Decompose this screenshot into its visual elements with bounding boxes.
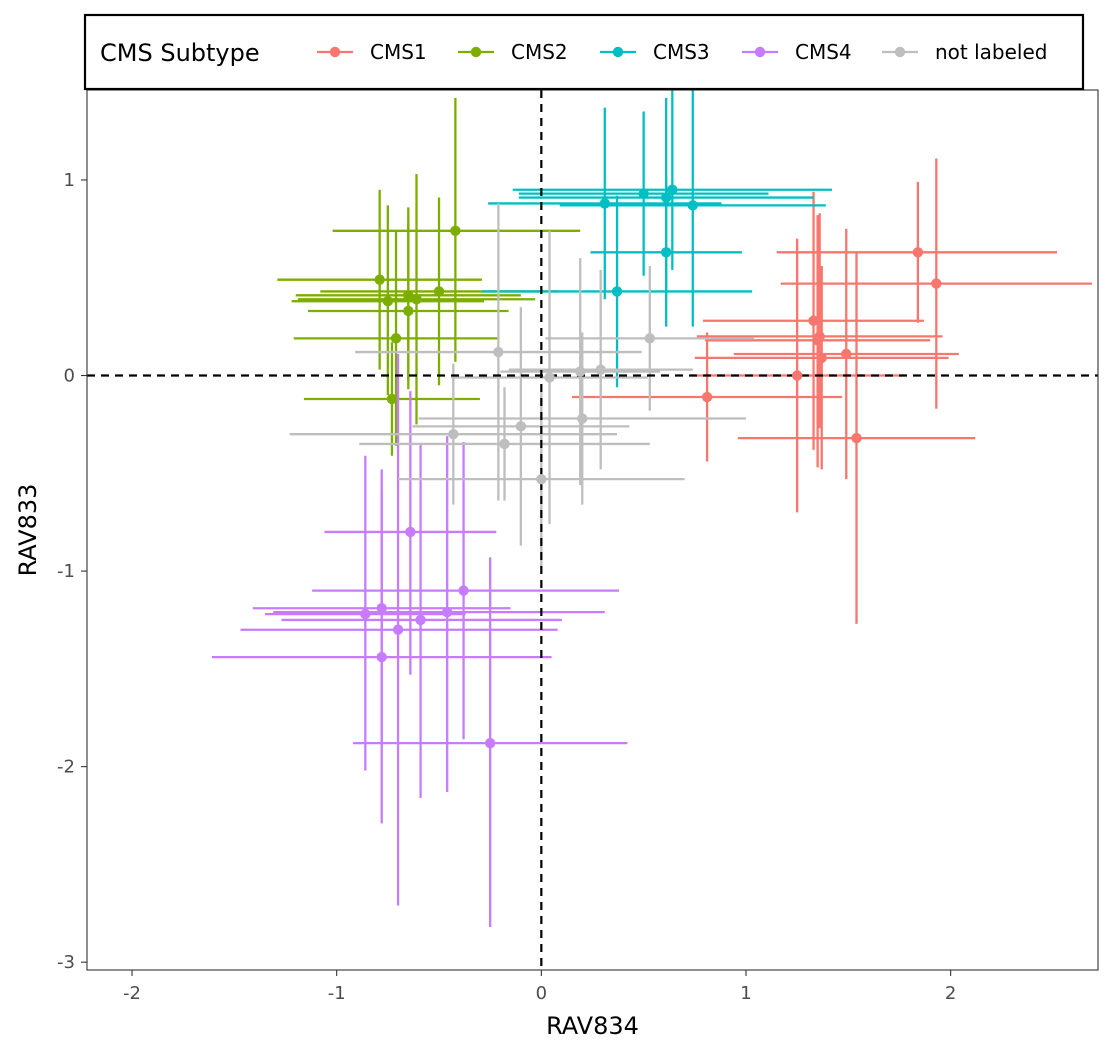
x-tick-label: -2: [123, 983, 141, 1004]
data-point: [484, 737, 496, 749]
data-point: [595, 364, 606, 375]
data-point: [448, 428, 459, 440]
data-point: [812, 335, 823, 346]
data-point: [403, 290, 414, 301]
data-point: [382, 296, 394, 307]
legend-title: CMS Subtype: [100, 39, 260, 67]
legend-key-point: [470, 46, 482, 58]
data-point: [667, 184, 678, 195]
points-cms4: [360, 526, 496, 749]
data-point: [611, 286, 623, 297]
y-axis-title: RAV833: [14, 484, 42, 577]
data-point: [499, 438, 510, 450]
data-point: [687, 200, 698, 211]
data-point: [403, 305, 414, 317]
legend: CMS Subtype CMS1 CMS2 CMS3 CMS4 not labeled: [83, 13, 1085, 91]
legend-label: CMS1: [370, 40, 427, 64]
y-tick-label: 0: [64, 366, 75, 387]
data-point: [599, 198, 610, 209]
data-point: [441, 606, 453, 618]
legend-item-not-labeled: not labeled: [882, 40, 1047, 64]
points-cms2: [374, 225, 461, 405]
data-point: [493, 346, 504, 358]
data-point: [433, 286, 445, 297]
data-point: [415, 614, 426, 626]
data-point: [515, 421, 527, 432]
axes-layer: -2 -1 0 1 2 -3 -2 -1 0 1: [57, 170, 956, 1004]
data-point: [638, 188, 649, 199]
x-tick-label: 2: [945, 983, 956, 1004]
legend-label: not labeled: [935, 40, 1047, 64]
data-point: [791, 370, 803, 381]
data-point: [841, 348, 852, 360]
legend-key-point: [612, 46, 624, 58]
data-point: [376, 603, 387, 614]
y-tick-label: -3: [57, 952, 75, 973]
x-axis-title: RAV834: [546, 1012, 639, 1040]
legend-key-point: [894, 46, 906, 58]
series-cms4: [211, 354, 628, 927]
data-point: [816, 352, 827, 364]
legend-item-cms3: CMS3: [600, 40, 710, 64]
y-tick-label: -2: [57, 757, 75, 778]
data-point: [390, 333, 402, 344]
legend-label: CMS4: [795, 40, 852, 64]
points-cms3: [599, 184, 698, 297]
marks-layer: [87, 90, 1098, 970]
x-tick-label: -1: [328, 983, 346, 1004]
data-point: [374, 274, 385, 285]
data-point: [450, 225, 461, 236]
data-point: [544, 372, 555, 383]
points-not-labeled: [448, 333, 656, 485]
data-point: [458, 585, 469, 596]
data-point: [411, 294, 422, 305]
data-point: [577, 413, 588, 424]
data-point: [392, 624, 404, 635]
data-point: [644, 333, 656, 344]
y-tick-label: 1: [64, 170, 75, 191]
legend-label: CMS2: [511, 40, 568, 64]
data-point: [701, 391, 713, 403]
legend-key-point: [329, 46, 341, 58]
data-point: [405, 526, 416, 538]
data-point: [386, 393, 398, 405]
legend-item-cms2: CMS2: [458, 40, 568, 64]
data-point: [808, 315, 819, 326]
data-point: [536, 473, 547, 485]
data-point: [660, 247, 672, 258]
legend-items: CMS1 CMS2 CMS3 CMS4 not labeled: [317, 40, 1047, 64]
legend-item-cms1: CMS1: [317, 40, 427, 64]
data-point: [912, 247, 924, 258]
data-point: [376, 651, 387, 663]
data-point: [660, 192, 672, 203]
x-tick-label: 0: [536, 983, 547, 1004]
x-tick-label: 1: [740, 983, 751, 1004]
data-point: [360, 608, 371, 620]
data-point: [931, 278, 942, 289]
legend-key-point: [754, 46, 766, 58]
data-point: [851, 432, 862, 444]
legend-label: CMS3: [653, 40, 710, 64]
points-cms1: [701, 247, 942, 444]
data-point: [575, 366, 586, 377]
legend-item-cms4: CMS4: [742, 40, 852, 64]
y-tick-label: -1: [57, 561, 75, 582]
